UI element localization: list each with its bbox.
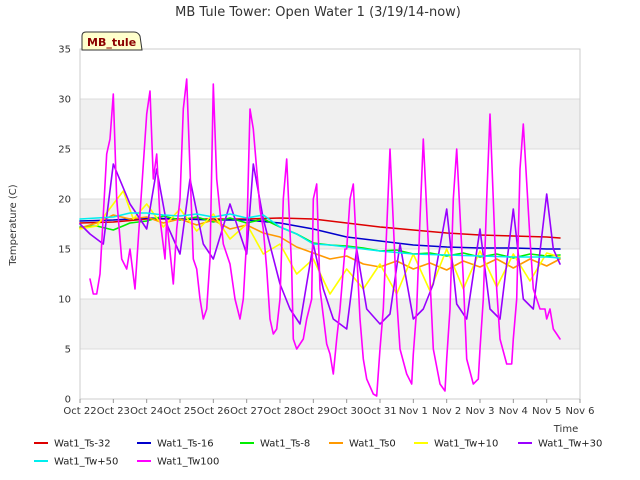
x-tick-label: Oct 30 [330,406,363,417]
plot-background [79,48,581,400]
legend-item: Wat1_Tw100 [137,457,219,468]
station-badge: MB_tule [81,31,143,51]
x-tick-label: Oct 29 [297,406,330,417]
series-line-wat1-tw-10 [79,190,561,295]
legend-label: Wat1_Tw+10 [434,439,498,450]
x-tick-label: Oct 27 [230,406,263,417]
x-tick-label: Nov 2 [432,406,461,417]
legend-label: Wat1_Tw+50 [54,457,118,468]
y-axis: 0 5 10 15 20 25 30 35 [58,45,71,406]
series-line-wat1-ts-16 [79,217,561,250]
x-axis: Oct 22 Oct 23 Oct 24 Oct 25 Oct 26 Oct 27 Oct … [63,399,595,417]
y-tick-label: 10 [58,295,71,306]
y-tick-label: 0 [65,395,71,406]
legend-item: Wat1_Tw+10 [414,439,498,450]
grid-band [80,299,580,349]
legend: Wat1_Ts-32 Wat1_Ts-16 Wat1_Ts-8 Wat1_Ts0 Wat… [34,439,602,468]
station-badge-label: MB_tule [87,36,136,49]
series-line-wat1-tw100 [89,78,561,397]
legend-label: Wat1_Ts-8 [260,439,310,450]
station-badge-box [81,31,143,51]
x-tick-label: Oct 23 [97,406,130,417]
y-tick-label: 25 [58,145,71,156]
x-tick-label: Oct 22 [63,406,96,417]
x-axis-label: Time [553,424,578,435]
y-axis-label: Temperature (C) [8,184,19,266]
legend-label: Wat1_Tw100 [157,457,219,468]
legend-label: Wat1_Ts-32 [54,439,111,450]
x-tick-label: Nov 5 [532,406,561,417]
x-tick-label: Oct 24 [130,406,163,417]
chart-title: MB Tule Tower: Open Water 1 (3/19/14-now… [175,5,461,20]
x-tick-label: Oct 26 [197,406,230,417]
grid-band [80,199,580,249]
x-tick-label: Nov 3 [465,406,494,417]
legend-label: Wat1_Tw+30 [538,439,602,450]
x-tick-label: Nov 4 [499,406,528,417]
y-tick-label: 30 [58,95,71,106]
x-tick-label: Oct 25 [163,406,196,417]
legend-label: Wat1_Ts0 [349,439,396,450]
y-tick-label: 5 [65,345,71,356]
legend-item: Wat1_Ts-16 [137,439,214,450]
legend-item: Wat1_Tw+50 [34,457,118,468]
legend-label: Wat1_Ts-16 [157,439,214,450]
x-tick-label: Oct 28 [263,406,296,417]
y-tick-label: 20 [58,195,71,206]
legend-item: Wat1_Ts-32 [34,439,111,450]
x-tick-label: Oct 31 [363,406,396,417]
x-tick-label: Nov 6 [565,406,594,417]
series-lines [79,78,561,397]
legend-item: Wat1_Ts0 [329,439,396,450]
x-tick-label: Nov 1 [399,406,428,417]
grid-band [80,99,580,149]
legend-item: Wat1_Ts-8 [240,439,310,450]
legend-item: Wat1_Tw+30 [518,439,602,450]
y-tick-label: 35 [58,45,71,56]
y-tick-label: 15 [58,245,71,256]
